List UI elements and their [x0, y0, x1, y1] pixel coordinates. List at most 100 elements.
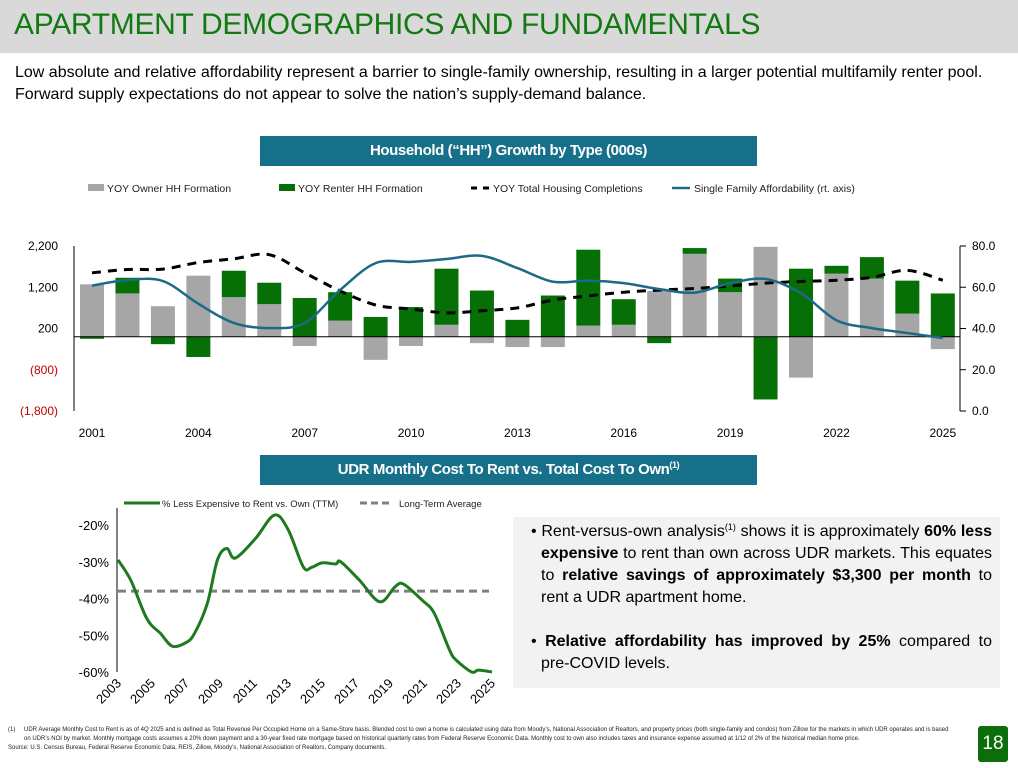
y-right-tick-label: 80.0: [972, 239, 996, 253]
x-tick-label: 2011: [230, 676, 260, 706]
owner-bar: [150, 306, 175, 337]
x-tick-label: 2009: [195, 676, 226, 707]
y-left-tick-label: 1,200: [28, 280, 58, 294]
x-tick-label: 2025: [929, 426, 956, 440]
owner-bar: [328, 320, 353, 337]
y-left-tick-label: (800): [30, 363, 58, 377]
x-tick-label: 2001: [79, 426, 106, 440]
renter-bar: [647, 336, 672, 344]
y-tick-label: -60%: [79, 665, 110, 680]
footnote-ref: (1): [669, 460, 680, 470]
renter-bar: [789, 268, 813, 337]
x-tick-label: 2019: [717, 426, 744, 440]
bullet-rent-vs-own: • Rent-versus-own analysis(1) shows it i…: [531, 522, 993, 607]
y-tick-label: -40%: [79, 592, 110, 607]
source-text: Source: U.S. Census Bureau, Federal Rese…: [8, 745, 387, 751]
renter-bar: [434, 268, 459, 325]
x-tick-label: 2022: [823, 426, 850, 440]
renter-bar: [895, 280, 920, 314]
legend-label: YOY Total Housing Completions: [493, 183, 643, 195]
owner-bar: [930, 336, 955, 350]
owner-bar: [221, 297, 246, 337]
subtitle: Low absolute and relative affordability …: [15, 64, 983, 103]
renter-bar: [257, 282, 282, 305]
page-title: APARTMENT DEMOGRAPHICS AND FUNDAMENTALS: [14, 8, 761, 41]
renter-bar: [682, 248, 707, 254]
owner-bar: [576, 325, 601, 337]
owner-bar: [824, 273, 849, 337]
y-left-tick-label: 2,200: [28, 239, 58, 253]
renter-bar: [859, 257, 884, 279]
x-tick-label: 2021: [399, 676, 430, 707]
x-tick-label: 2013: [263, 676, 294, 707]
owner-bar: [186, 275, 211, 337]
renter-bar: [505, 319, 530, 337]
section-header-household-growth: Household (“HH”) Growth by Type (000s): [260, 136, 757, 166]
owner-bar: [399, 336, 424, 347]
section-title: Household (“HH”) Growth by Type (000s): [369, 142, 648, 159]
text: Rent-versus-own analysis: [541, 523, 725, 540]
owner-bar: [115, 293, 140, 337]
owner-bar: [753, 246, 778, 337]
header-band: APARTMENT DEMOGRAPHICS AND FUNDAMENTALS: [0, 0, 1018, 53]
owner-bar: [611, 324, 636, 337]
legend-label: % Less Expensive to Rent vs. Own (TTM): [162, 499, 338, 510]
bold-text: Relative affordability has improved by 2…: [545, 633, 891, 650]
owner-bar: [292, 336, 317, 347]
legend-swatch: [279, 184, 295, 191]
x-tick-label: 2023: [433, 676, 464, 707]
y-right-tick-label: 0.0: [972, 404, 989, 418]
renter-bar: [753, 336, 778, 400]
footnote-ref: (1): [724, 522, 736, 532]
x-tick-label: 2016: [610, 426, 637, 440]
owner-bar: [257, 304, 282, 337]
y-left-tick-label: 200: [38, 322, 58, 336]
affordability-line: [91, 254, 943, 340]
page-number: 18: [978, 726, 1008, 762]
footnotes: (1) UDR Average Monthly Cost to Rent is a…: [8, 726, 963, 753]
renter-bar: [399, 307, 424, 337]
owner-bar: [540, 336, 565, 348]
footnote-number: (1): [8, 727, 16, 733]
text: shows it is approximately: [735, 523, 925, 540]
x-tick-label: 2007: [161, 676, 192, 707]
bullet-affordability: • Relative affordability has improved by…: [531, 633, 992, 672]
renter-bar: [824, 265, 849, 274]
owner-bar: [718, 292, 743, 337]
owner-bar: [505, 336, 530, 348]
owner-bar: [434, 324, 459, 337]
y-right-tick-label: 40.0: [972, 322, 996, 336]
renter-bar: [186, 336, 211, 357]
owner-bar: [363, 336, 388, 360]
renter-bar: [363, 316, 388, 337]
y-tick-label: -50%: [79, 628, 110, 643]
owner-bar: [80, 284, 104, 337]
y-tick-label: -20%: [79, 518, 110, 533]
x-tick-label: 2019: [365, 676, 396, 707]
legend-label: YOY Owner HH Formation: [107, 183, 231, 195]
owner-bar: [895, 313, 920, 337]
renter-bar: [221, 270, 246, 298]
completions-line: [91, 252, 944, 315]
text: to rent than own across UDR markets. Thi…: [541, 545, 992, 584]
x-tick-label: 2017: [331, 676, 362, 707]
text: to rent a UDR apartment home.: [541, 567, 992, 606]
renter-bar: [469, 290, 494, 337]
x-tick-label: 2004: [185, 426, 212, 440]
renter-bar: [930, 293, 955, 337]
y-tick-label: -30%: [79, 555, 110, 570]
renter-bar: [576, 249, 601, 326]
rent-vs-own-line: [116, 513, 493, 674]
section-header-rent-vs-own: UDR Monthly Cost To Rent vs. Total Cost …: [260, 455, 757, 485]
y-left-tick-label: (1,800): [20, 404, 58, 418]
legend-swatch: [88, 184, 104, 191]
y-right-tick-label: 20.0: [972, 363, 996, 377]
text: compared to pre-COVID levels.: [541, 633, 992, 672]
owner-bar: [469, 336, 494, 344]
x-tick-label: 2015: [297, 676, 328, 707]
x-tick-label: 2010: [398, 426, 425, 440]
y-right-tick-label: 60.0: [972, 280, 996, 294]
x-tick-label: 2005: [127, 676, 158, 707]
renter-bar: [611, 299, 636, 325]
section-title: UDR Monthly Cost To Rent vs. Total Cost …: [337, 461, 670, 478]
